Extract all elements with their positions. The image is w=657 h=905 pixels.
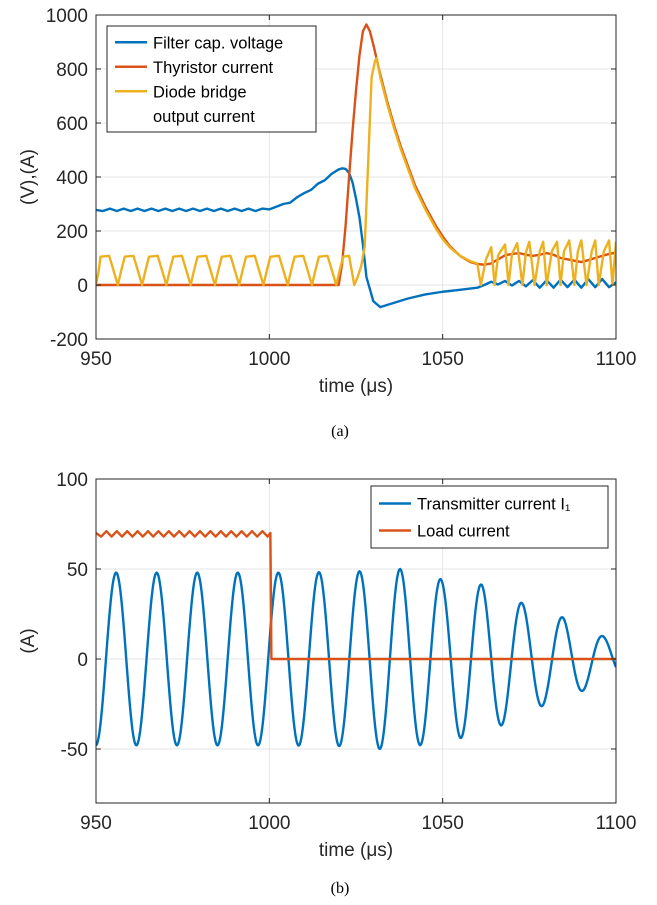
- x-tick-label: 1000: [248, 813, 290, 834]
- legend-box: [106, 25, 317, 133]
- x-tick-label: 1050: [422, 349, 464, 370]
- x-tick-label: 950: [80, 349, 112, 370]
- y-tick-label: 400: [56, 168, 88, 189]
- series-line-2: [96, 57, 616, 287]
- x-tick-label: 1100: [596, 813, 637, 834]
- x-axis-label: time (μs): [319, 840, 393, 861]
- y-tick-label: 600: [56, 114, 88, 135]
- x-axis-label: time (μs): [319, 376, 393, 397]
- series-line-0: [96, 567, 616, 750]
- y-tick-label: 100: [56, 470, 88, 491]
- y-tick-label: 0: [77, 276, 88, 297]
- x-tick-label: 1100: [596, 349, 637, 370]
- legend: Filter cap. voltage Thyristor current Diod…: [106, 25, 317, 133]
- figure-caption: (a): [331, 423, 349, 440]
- y-tick-label: 50: [67, 560, 88, 581]
- chart-b: 950 1000 1050 1100 -50 0 50 100 time (μs) (A) (b) T…: [18, 470, 636, 897]
- plot-frame: [95, 478, 617, 804]
- legend-entry: Thyristor current: [153, 59, 274, 77]
- legend-entry: Filter cap. voltage: [153, 34, 283, 52]
- legend: Transmitter current I₁ Load current: [370, 485, 609, 549]
- chart-a: 950 1000 1050 1100 -200 0 200 400 600 800 1000 time…: [18, 6, 636, 440]
- legend-box: [370, 485, 609, 549]
- series-line-0: [96, 167, 616, 309]
- y-tick-label: 800: [56, 60, 88, 81]
- y-tick-label: -200: [50, 330, 88, 351]
- y-axis-label: (A): [18, 628, 39, 653]
- y-tick-label: 200: [56, 222, 88, 243]
- x-tick-label: 950: [80, 813, 112, 834]
- y-axis-label: (V),(A): [18, 149, 39, 205]
- y-tick-label: -50: [61, 740, 88, 761]
- figure-caption: (b): [331, 880, 350, 897]
- x-tick-label: 1000: [248, 349, 290, 370]
- legend-entry: Load current: [417, 523, 510, 541]
- x-tick-label: 1050: [422, 813, 464, 834]
- legend-entry: Transmitter current I₁: [417, 496, 571, 514]
- y-tick-label: 1000: [46, 6, 88, 27]
- y-tick-label: 0: [77, 650, 88, 671]
- legend-entry: Diode bridge output current: [153, 83, 255, 126]
- series-line-1: [96, 530, 616, 661]
